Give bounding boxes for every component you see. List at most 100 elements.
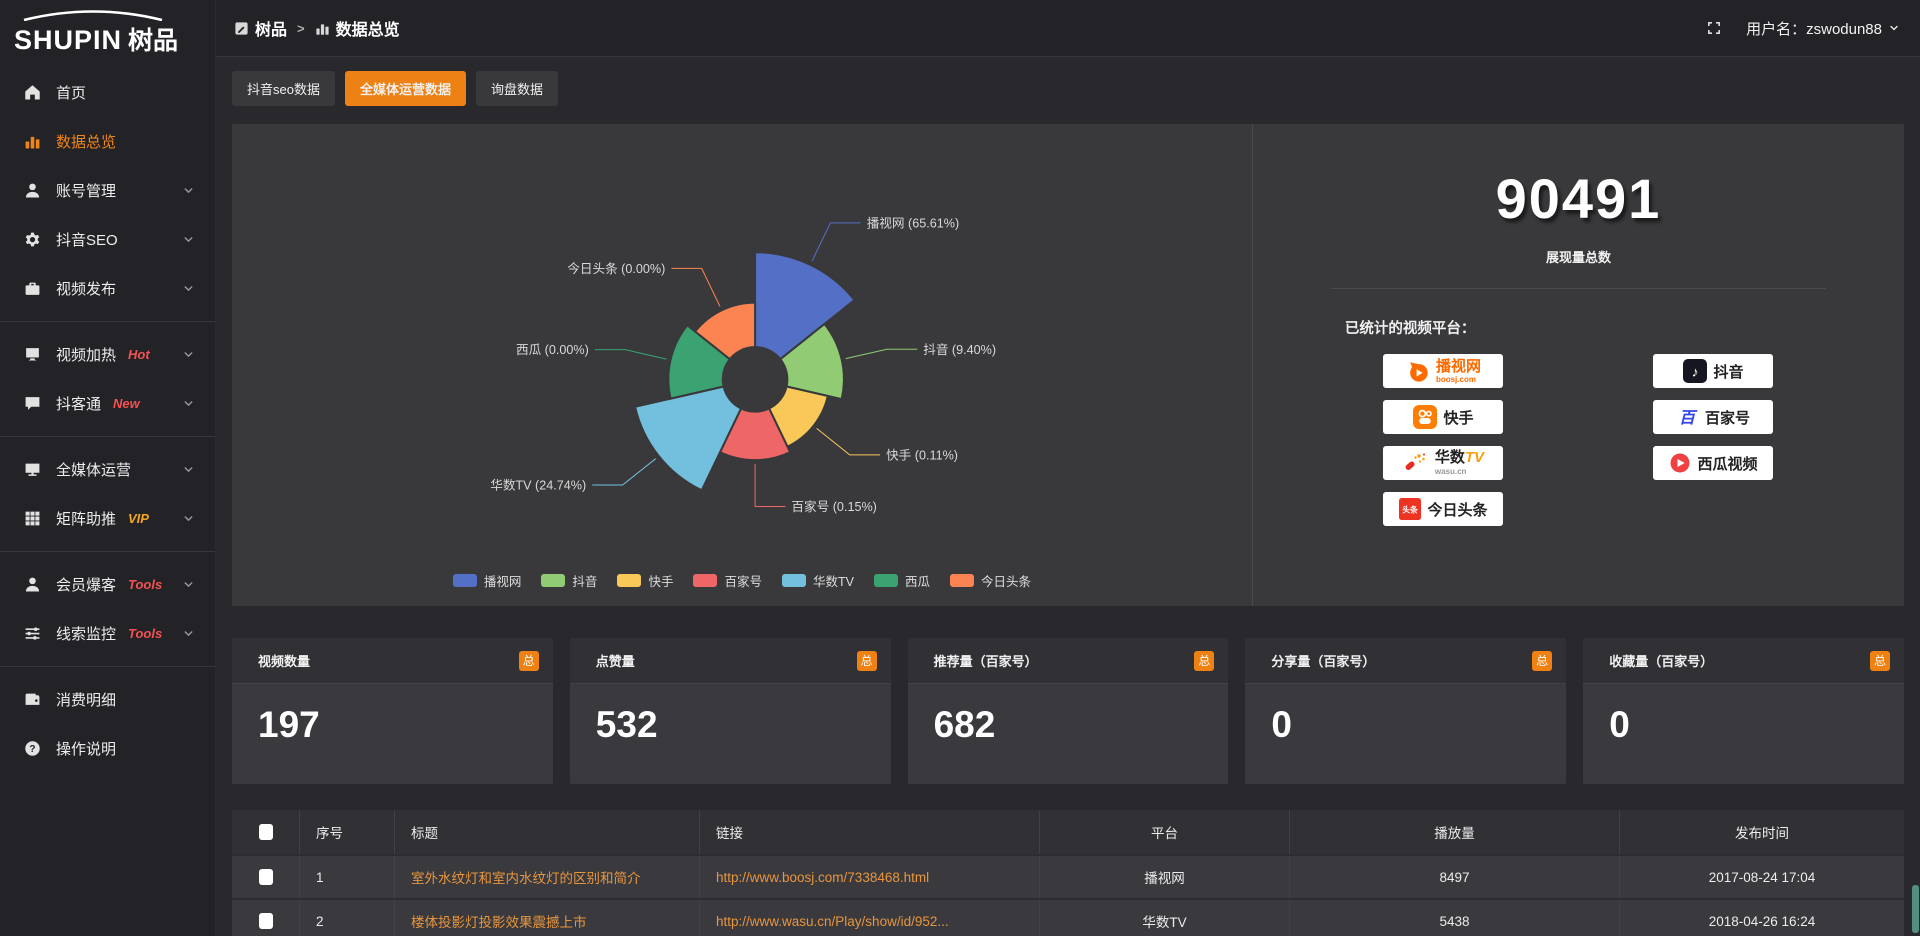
pie-slice-6[interactable]	[693, 301, 757, 361]
tools-tag: Tools	[128, 577, 163, 592]
sidebar-nav: 首页 数据总览 账号管理 抖音SEO 视频发布	[0, 62, 215, 773]
sidebar-item-spend-detail[interactable]: 消费明细	[0, 675, 215, 724]
platform-share-rose-chart[interactable]: 播视网 (65.61%) 抖音 (9.40%) 快手 (0.11%) 百家号 (0.1…	[232, 124, 1252, 606]
chevron-down-icon	[182, 627, 195, 640]
platforms-title: 已统计的视频平台：	[1344, 321, 1476, 337]
legend-item[interactable]: 华数TV	[781, 571, 854, 590]
summary-divider	[1331, 288, 1826, 289]
stat-card-value: 0	[1609, 704, 1630, 745]
row-platform: 华数TV	[1040, 900, 1290, 936]
rose-chart-svg[interactable]: 播视网 (65.61%) 抖音 (9.40%) 快手 (0.11%) 百家号 (0.1…	[232, 124, 1252, 558]
douyin-logo: ♪	[1683, 359, 1708, 383]
page-scrollbar-thumb[interactable]	[1912, 885, 1919, 933]
sidebar-item-label: 视频发布	[56, 281, 117, 298]
sidebar-item-video-publish[interactable]: 视频发布	[0, 264, 215, 313]
sidebar-item-account[interactable]: 账号管理	[0, 166, 215, 215]
platform-badge-toutiao: 头条 今日头条	[1383, 492, 1504, 526]
pie-label: 华数TV (24.74%)	[490, 479, 586, 493]
bar-chart-icon	[24, 133, 42, 151]
tab-inquiry-data[interactable]: 询盘数据	[475, 71, 558, 106]
table-header-row: 序号 标题 链接 平台 播放量 发布时间	[232, 810, 1904, 856]
sidebar-item-data-overview[interactable]: 数据总览	[0, 117, 215, 166]
sidebar-divider	[0, 551, 215, 552]
badge-label: 播视网	[1435, 357, 1481, 375]
row-checkbox[interactable]	[258, 869, 273, 885]
svg-text:?: ?	[29, 743, 35, 754]
legend-item[interactable]: 百家号	[693, 571, 762, 590]
stat-card-label: 分享量（百家号）	[1271, 654, 1376, 669]
row-checkbox[interactable]	[258, 913, 273, 929]
pie-slice-1[interactable]	[778, 322, 845, 401]
chevron-down-icon	[182, 512, 195, 525]
col-header-title: 标题	[395, 810, 700, 854]
sidebar-item-doketong[interactable]: 抖客通 New	[0, 379, 215, 428]
user-icon	[24, 182, 42, 200]
logo-text-en: SHUPIN	[14, 25, 123, 55]
row-plays: 5438	[1290, 900, 1620, 936]
pie-label-line	[592, 458, 656, 486]
legend-label: 华数TV	[812, 575, 854, 589]
stat-card-value: 532	[595, 704, 658, 745]
badge-sub: boosj.com	[1435, 374, 1476, 384]
legend-item[interactable]: 抖音	[541, 571, 597, 590]
total-badge: 总	[518, 650, 539, 671]
pie-label: 西瓜 (0.00%)	[516, 343, 589, 357]
breadcrumb-page-label: 数据总览	[335, 22, 400, 39]
stat-card-label: 视频数量	[258, 654, 311, 669]
username-label: 用户名：zswodun88	[1746, 20, 1882, 38]
pie-slice-0[interactable]	[754, 251, 856, 361]
select-all-checkbox[interactable]	[258, 824, 273, 840]
sidebar-item-omnimedia[interactable]: 全媒体运营	[0, 445, 215, 494]
sidebar-item-member-burst[interactable]: 会员爆客 Tools	[0, 560, 215, 609]
vip-tag: VIP	[128, 511, 149, 526]
tab-omnimedia-data[interactable]: 全媒体运营数据	[344, 71, 466, 106]
stat-cards: 视频数量 总 197 点赞量 总 532 推荐量（百家号） 总 682 分享量（百家号…	[232, 638, 1904, 784]
legend-swatch	[781, 574, 806, 587]
legend-item[interactable]: 西瓜	[873, 571, 930, 590]
legend-swatch	[541, 574, 566, 587]
sidebar-item-douyin-seo[interactable]: 抖音SEO	[0, 215, 215, 264]
legend-item[interactable]: 播视网	[452, 571, 521, 590]
video-title-link[interactable]: 室外水纹灯和室内水纹灯的区别和简介	[411, 871, 641, 886]
user-menu[interactable]: 用户名：zswodun88	[1746, 18, 1900, 39]
legend-item[interactable]: 今日头条	[949, 571, 1031, 590]
new-tag: New	[113, 396, 140, 411]
stat-card-shares: 分享量（百家号） 总 0	[1245, 638, 1567, 784]
sidebar-item-home[interactable]: 首页	[0, 68, 215, 117]
stat-card-label: 点赞量	[595, 654, 635, 669]
pie-label: 抖音 (9.40%)	[923, 342, 996, 357]
pie-slice-5[interactable]	[667, 323, 732, 400]
fullscreen-icon[interactable]	[1706, 20, 1722, 36]
sidebar-divider	[0, 321, 215, 322]
data-tabs: 抖音seo数据 全媒体运营数据 询盘数据	[232, 71, 1904, 106]
impressions-total-label: 展现量总数	[1545, 250, 1611, 265]
content: 抖音seo数据 全媒体运营数据 询盘数据 播视网 (65.61%) 抖音 (9.4…	[216, 57, 1920, 936]
sidebar-item-video-heat[interactable]: 视频加热 Hot	[0, 330, 215, 379]
video-title-link[interactable]: 楼体投影灯投影效果震撼上市	[411, 915, 587, 930]
stat-card-label: 推荐量（百家号）	[933, 654, 1038, 669]
hot-tag: Hot	[128, 347, 150, 362]
tab-douyin-seo-data[interactable]: 抖音seo数据	[232, 71, 335, 106]
chevron-down-icon	[182, 282, 195, 295]
grid-icon	[24, 510, 42, 528]
impressions-summary: 90491 展现量总数 已统计的视频平台： 播视网 boosj.com ♪ 抖音	[1251, 124, 1904, 606]
pie-slice-2[interactable]	[767, 385, 830, 449]
total-badge: 总	[1869, 650, 1890, 671]
video-url-link[interactable]: http://www.wasu.cn/Play/show/id/952...	[716, 913, 949, 929]
legend-item[interactable]: 快手	[617, 571, 673, 590]
pie-slice-4[interactable]	[633, 385, 743, 492]
sidebar-item-lead-monitor[interactable]: 线索监控 Tools	[0, 609, 215, 658]
stat-card-video-count: 视频数量 总 197	[232, 638, 553, 784]
breadcrumb-page[interactable]: 数据总览	[315, 16, 400, 40]
wallet-icon	[24, 691, 42, 709]
video-url-link[interactable]: http://www.boosj.com/7338468.html	[716, 869, 930, 885]
pie-slice-3[interactable]	[718, 407, 792, 462]
breadcrumb-home[interactable]: 树品	[234, 16, 287, 40]
chevron-down-icon	[182, 578, 195, 591]
top-right-controls: 用户名：zswodun88	[1706, 18, 1900, 39]
sidebar-item-help[interactable]: ? 操作说明	[0, 724, 215, 773]
pie-label: 播视网 (65.61%)	[867, 215, 960, 230]
sidebar-item-matrix-boost[interactable]: 矩阵助推 VIP	[0, 494, 215, 543]
chat-icon	[24, 395, 42, 413]
